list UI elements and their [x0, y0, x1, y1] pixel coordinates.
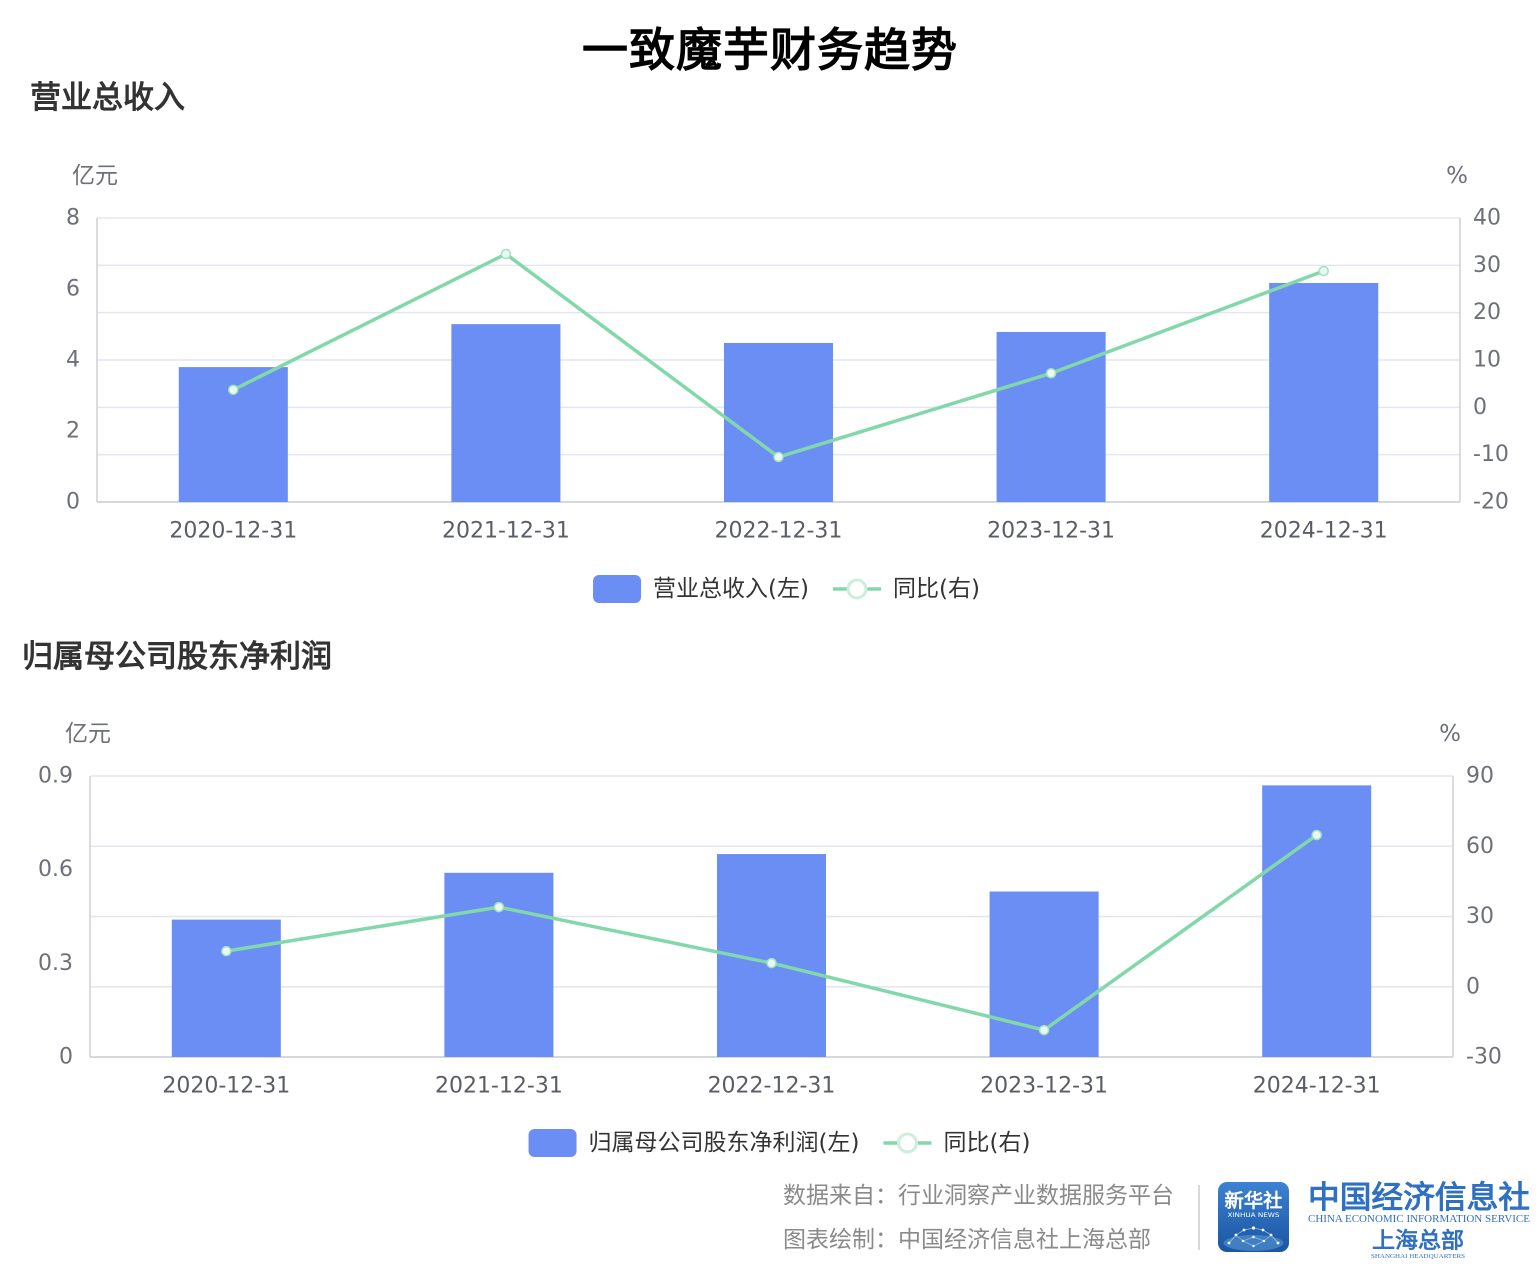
yoy-point — [766, 957, 777, 969]
revenue-bar — [1269, 282, 1379, 502]
legend-item-line[interactable]: 同比(右) — [833, 576, 980, 602]
legend-label: 同比(右) — [893, 576, 980, 602]
logo-dot — [1252, 1235, 1255, 1239]
legend-label: 归属母公司股东净利润(左) — [589, 1130, 860, 1156]
left-axis-tick-label: 0.9 — [38, 764, 73, 789]
x-axis-category-label: 2022-12-31 — [708, 1074, 836, 1099]
logo-dot — [1241, 1239, 1245, 1243]
network-glow — [1223, 1235, 1284, 1251]
right-axis-tick-label: 10 — [1473, 348, 1501, 373]
ceis-branch-english: SHANGHAI HEADQUARTERS — [1371, 1254, 1465, 1260]
legend-line-marker — [846, 578, 868, 600]
xinhua-logo-text: 新华社 — [1225, 1189, 1283, 1212]
x-axis-category-label: 2022-12-31 — [715, 519, 843, 544]
legend-item-bar[interactable]: 归属母公司股东净利润(左) — [528, 1129, 860, 1157]
yoy-point — [1038, 1024, 1050, 1036]
net-profit-chart: 0 0.3 0.6 0.9 -30 0 30 60 90 亿元 % 2020-12-31 2021-12… — [38, 721, 1502, 1157]
logo-dot — [1252, 1244, 1255, 1248]
ceis-name-chinese: 中国经济信息社 — [1308, 1180, 1530, 1216]
right-axis-tick-label: 20 — [1473, 300, 1501, 325]
legend-bar-swatch — [593, 575, 642, 603]
chart-credit-text: 图表绘制：中国经济信息社上海总部 — [783, 1227, 1151, 1253]
net-profit-bar — [1262, 785, 1372, 1057]
xinhua-logo-english: XINHUA NEWS — [1228, 1211, 1280, 1219]
legend-bar-swatch — [528, 1129, 577, 1157]
data-source-text: 数据来自：行业洞察产业数据服务平台 — [783, 1183, 1174, 1209]
yoy-point — [228, 384, 239, 396]
revenue-chart: 0 2 4 6 8 -20 -10 0 10 20 30 40 亿元 % 2020-12-31 2021-12… — [66, 163, 1509, 603]
legend-item-bar[interactable]: 营业总收入(左) — [593, 575, 809, 603]
logo-dot — [1242, 1228, 1246, 1232]
right-axis-tick-label: 30 — [1466, 904, 1494, 929]
legend: 归属母公司股东净利润(左) 同比(右) — [528, 1129, 1031, 1157]
yoy-point — [1045, 368, 1057, 379]
left-axis-tick-label: 2 — [66, 419, 80, 444]
legend-item-line[interactable]: 同比(右) — [883, 1130, 1031, 1156]
xinhua-network-graphic — [1223, 1226, 1284, 1251]
right-axis-unit: % — [1446, 163, 1468, 189]
revenue-bar — [451, 324, 561, 502]
logo-dot — [1251, 1226, 1256, 1230]
revenue-bar — [723, 342, 834, 502]
net-profit-bar — [171, 919, 281, 1057]
logo-dot — [1227, 1241, 1231, 1245]
logo-dot — [1262, 1239, 1266, 1243]
x-axis-category-label: 2023-12-31 — [987, 519, 1115, 544]
x-axis-category-label: 2024-12-31 — [1260, 519, 1388, 544]
revenue-section-title: 营业总收入 — [30, 80, 185, 116]
left-axis-tick-label: 4 — [66, 348, 80, 373]
ceis-name-english: CHINA ECONOMIC INFORMATION SERVICE — [1308, 1214, 1530, 1225]
yoy-point — [1311, 829, 1322, 841]
ceis-branch-chinese: 上海总部 — [1372, 1228, 1464, 1254]
net-profit-section-title: 归属母公司股东净利润 — [22, 639, 332, 675]
right-axis-tick-label: 30 — [1473, 253, 1501, 278]
yoy-point — [500, 248, 512, 260]
logo-dot — [1276, 1241, 1280, 1245]
right-axis-tick-label: -10 — [1473, 442, 1509, 467]
net-profit-bar-series — [171, 785, 1372, 1057]
page-title: 一致魔芋财务趋势 — [582, 23, 958, 77]
ceis-wordmark: 中国经济信息社 CHINA ECONOMIC INFORMATION SERVI… — [1308, 1180, 1530, 1260]
x-axis-category-label: 2020-12-31 — [162, 1074, 290, 1099]
logo-dot — [1234, 1233, 1238, 1237]
legend: 营业总收入(左) 同比(右) — [593, 575, 980, 603]
x-axis-category-label: 2024-12-31 — [1253, 1074, 1381, 1099]
right-axis-unit: % — [1439, 721, 1461, 747]
revenue-bar-series — [178, 282, 1379, 502]
x-axis-category-label: 2020-12-31 — [169, 519, 297, 544]
left-axis-tick-label: 8 — [66, 206, 80, 231]
x-axis-category-label: 2021-12-31 — [435, 1074, 563, 1099]
right-axis-tick-label: -30 — [1466, 1045, 1502, 1070]
logo-dot — [1269, 1233, 1273, 1237]
right-axis-tick-label: 40 — [1473, 206, 1501, 231]
net-profit-bar — [444, 872, 554, 1057]
x-axis-category-label: 2023-12-31 — [980, 1074, 1108, 1099]
legend-line-marker — [897, 1132, 918, 1154]
yoy-point — [773, 451, 784, 463]
legend-label: 同比(右) — [944, 1130, 1031, 1156]
legend-label: 营业总收入(左) — [653, 576, 809, 602]
xinhua-logo: 新华社 XINHUA NEWS — [1218, 1182, 1289, 1252]
left-axis-unit: 亿元 — [72, 163, 118, 189]
left-axis-tick-label: 0.6 — [38, 857, 73, 882]
left-axis-tick-label: 0.3 — [38, 951, 73, 976]
publisher-logo: 新华社 XINHUA NEWS 中国经济信息社 CHINA ECONOMIC I… — [1218, 1180, 1530, 1260]
x-axis-category-label: 2021-12-31 — [442, 519, 570, 544]
left-axis-tick-label: 6 — [66, 277, 80, 302]
yoy-point — [1318, 265, 1329, 277]
net-profit-yoy-line-series — [221, 829, 1322, 1036]
right-axis-tick-label: 0 — [1473, 395, 1487, 420]
logo-dot — [1261, 1228, 1265, 1232]
right-axis-tick-label: 60 — [1466, 834, 1494, 859]
revenue-yoy-line-series — [228, 248, 1329, 463]
left-axis-tick-label: 0 — [59, 1045, 73, 1070]
right-axis-tick-label: 90 — [1466, 764, 1494, 789]
left-axis-unit: 亿元 — [65, 721, 111, 747]
yoy-point — [493, 901, 505, 913]
right-axis-tick-label: 0 — [1466, 974, 1480, 999]
right-axis-tick-label: -20 — [1473, 490, 1509, 515]
left-axis-tick-label: 0 — [66, 490, 80, 515]
yoy-point — [221, 945, 232, 957]
footer-divider — [1198, 1185, 1200, 1250]
